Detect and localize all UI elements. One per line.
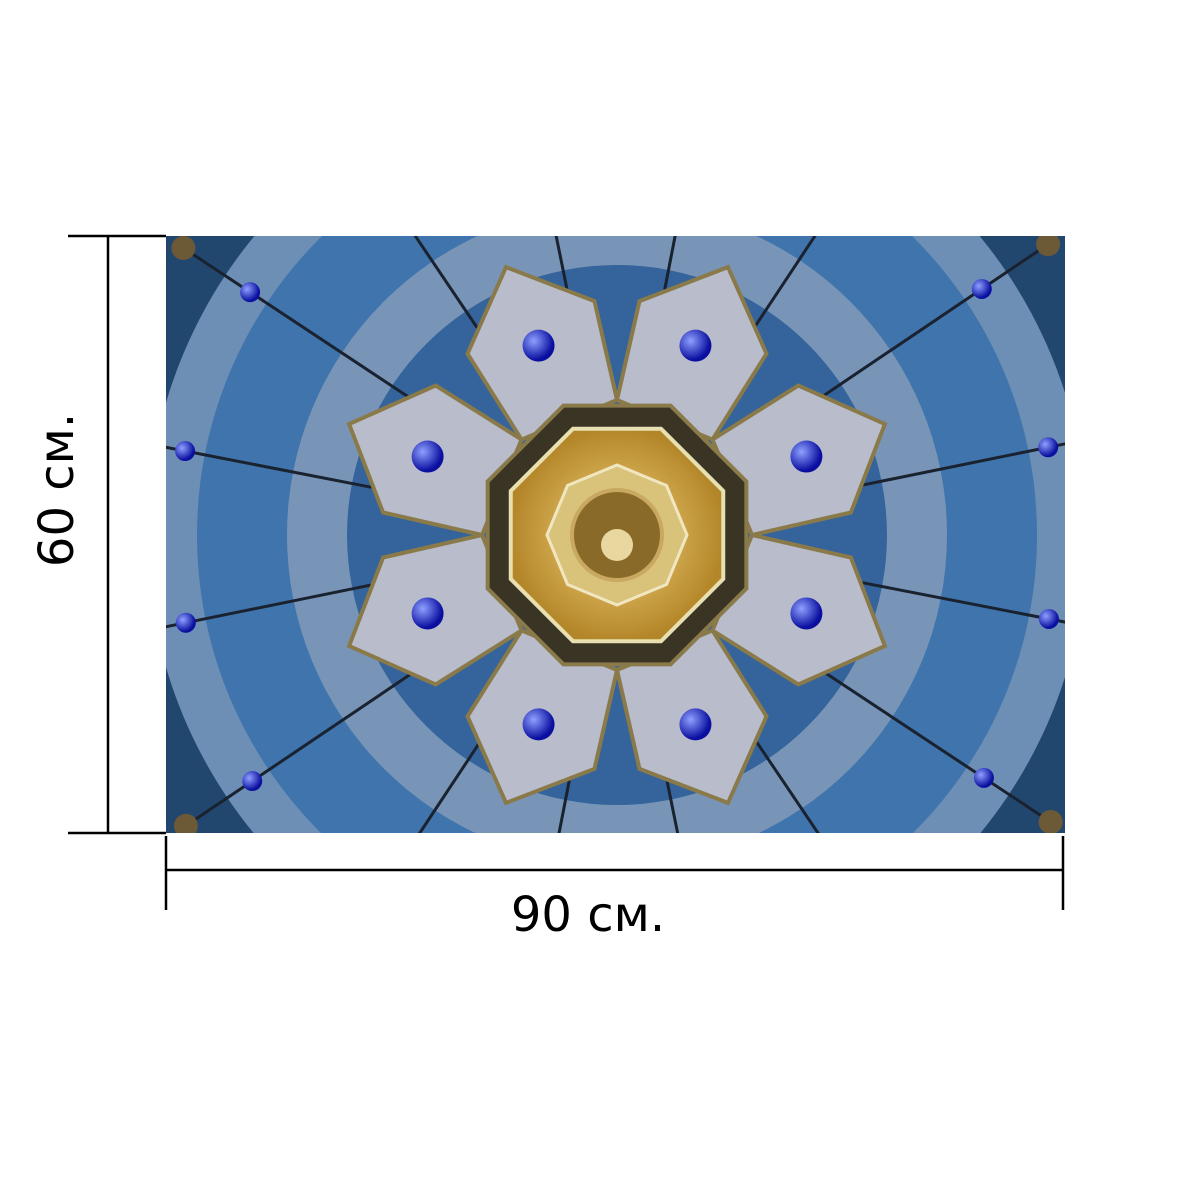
- chain: [753, 236, 817, 328]
- petal-bulb: [790, 440, 823, 473]
- chain: [166, 583, 373, 629]
- lamp-bulb: [850, 158, 870, 178]
- ornament: [171, 236, 196, 260]
- petal-bulb: [679, 329, 712, 362]
- chain: [862, 581, 1065, 624]
- height-label: 60 см.: [29, 413, 85, 567]
- lamp-bulb: [240, 282, 261, 303]
- ornament: [892, 89, 916, 113]
- chain: [413, 236, 479, 329]
- lamp-bulb: [971, 278, 992, 299]
- petal-bulb: [522, 708, 555, 741]
- lamp-bulb: [691, 93, 711, 113]
- lamp-bulb: [1038, 437, 1059, 458]
- petal-bulb: [679, 708, 712, 741]
- chain: [824, 671, 1052, 824]
- ornament: [173, 813, 198, 833]
- lamp-bulb: [1038, 608, 1059, 629]
- chain: [663, 236, 677, 290]
- petal-bulb: [411, 597, 444, 630]
- lamp-bulb: [695, 956, 715, 976]
- ornament: [709, 1033, 733, 1057]
- lamp-bulb: [175, 441, 196, 462]
- petal-bulb: [411, 440, 444, 473]
- chain: [182, 246, 410, 399]
- lamp-bulb: [361, 160, 381, 180]
- center-lamp-core: [601, 529, 633, 561]
- ornament: [95, 424, 119, 448]
- chain: [557, 780, 571, 833]
- petal-bulb: [522, 329, 555, 362]
- lamp-bulb: [523, 957, 543, 977]
- ornament: [896, 954, 920, 978]
- ornament: [1115, 622, 1139, 646]
- lamp-bulb: [973, 767, 994, 788]
- chain: [823, 242, 1049, 397]
- ornament: [318, 957, 342, 981]
- photo: [95, 13, 1139, 1057]
- ornament: [1038, 810, 1063, 833]
- ornament: [1115, 419, 1139, 443]
- chain: [861, 442, 1065, 487]
- ornament: [1036, 236, 1061, 257]
- lamp-bulb: [242, 771, 263, 792]
- lamp-bulb: [519, 94, 539, 114]
- width-label: 90 см.: [511, 887, 665, 943]
- chain: [185, 673, 411, 828]
- ornament: [501, 13, 525, 37]
- ornament: [314, 92, 338, 116]
- chain: [417, 742, 481, 833]
- petal-bulb: [790, 597, 823, 630]
- lamp-bulb: [175, 612, 196, 633]
- chain: [755, 741, 820, 833]
- lamp-bulb: [853, 890, 873, 910]
- ornament: [704, 13, 728, 37]
- chain: [166, 445, 372, 489]
- lamp-bulb: [364, 892, 384, 912]
- chain: [554, 236, 569, 291]
- ornament: [506, 1033, 530, 1057]
- chain: [665, 779, 680, 833]
